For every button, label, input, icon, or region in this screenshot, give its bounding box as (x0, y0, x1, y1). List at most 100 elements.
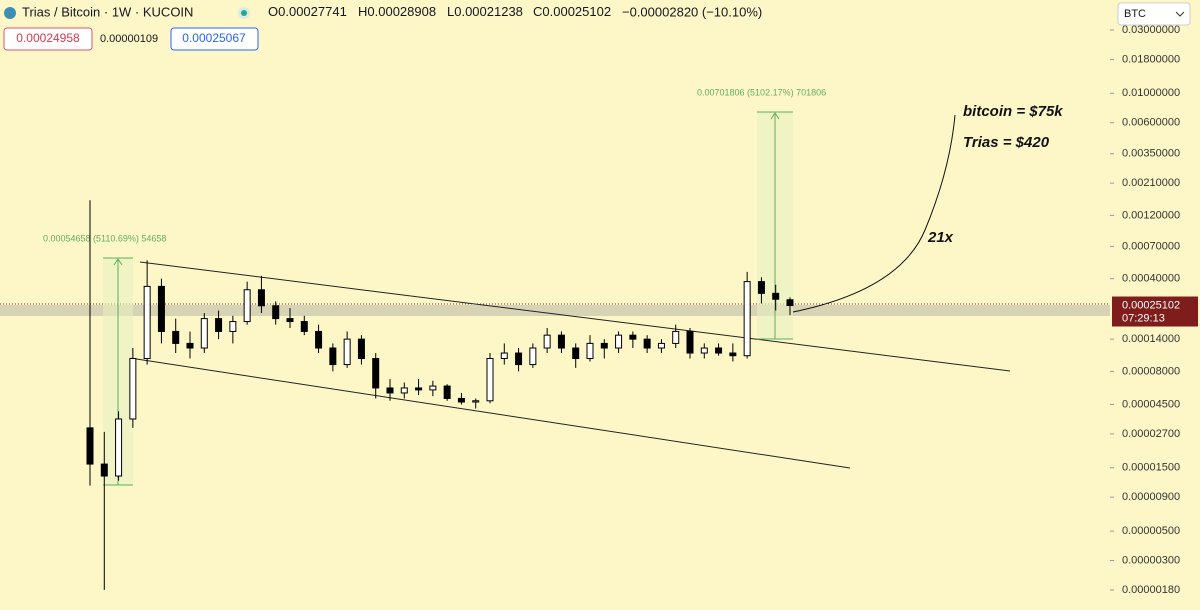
y-tick-label: 0.00014000 (1122, 333, 1180, 345)
status-dot (241, 10, 247, 16)
y-tick-label: 0.03000000 (1122, 24, 1180, 36)
candle-body (329, 347, 337, 366)
y-tick-label: 0.00350000 (1122, 148, 1180, 160)
currency: BTC (1124, 8, 1146, 20)
dropdown-caret (1175, 11, 1185, 17)
ohlc-high: H0.00028908 (358, 4, 436, 19)
candle-body (657, 342, 665, 349)
arrow-head (770, 112, 780, 120)
candle-body (457, 397, 465, 403)
candle-body (600, 342, 608, 349)
ohlc-value: 0.00025102 (542, 4, 611, 19)
y-tick-label: 0.00001500 (1122, 462, 1180, 474)
sell-button[interactable] (3, 27, 93, 51)
ohlc-label: L (447, 4, 454, 19)
candle-body (343, 338, 351, 366)
symbol-title: Trias / Bitcoin · 1W · KUCOIN (22, 4, 193, 19)
candle-body (200, 318, 208, 349)
ohlc-close: C0.00025102 (533, 4, 611, 19)
y-tick-label: 0.00210000 (1122, 177, 1180, 189)
candle-body (772, 292, 780, 300)
change: −0.00002820 (−10.10%) (622, 4, 762, 19)
candle-body (372, 358, 380, 389)
annotation: Trias = $420 (963, 134, 1050, 151)
candle-body (715, 347, 723, 354)
ask-price: 0.00025067 (182, 31, 246, 45)
candle-body (243, 289, 251, 323)
ohlc-value: 0.00021238 (454, 4, 523, 19)
candle-body (100, 463, 108, 477)
arrow-head (113, 258, 123, 266)
candle-body (415, 387, 423, 391)
currency-select[interactable] (1117, 2, 1191, 26)
y-tick-label: 0.00000500 (1122, 525, 1180, 537)
price-tag-value: 0.00025102 (1122, 299, 1180, 311)
buy-button[interactable] (170, 27, 259, 51)
symbol-icon (4, 7, 16, 19)
candle-body (357, 338, 365, 360)
ohlc-value: 0.00027741 (278, 4, 347, 19)
candle-body (229, 321, 237, 332)
candle-body (786, 299, 794, 307)
candle-body (486, 358, 494, 402)
candle-body (615, 334, 623, 349)
candle-body (629, 334, 637, 340)
y-tick-label: 0.00002700 (1122, 428, 1180, 440)
trend-line (139, 261, 1011, 372)
candle-body (500, 352, 508, 360)
ohlc-low: L0.00021238 (447, 4, 523, 19)
candle-body (215, 318, 223, 332)
annotation: 21x (927, 229, 954, 246)
candle-body (529, 347, 537, 366)
candle-body (729, 352, 737, 357)
candle-body (472, 400, 480, 403)
candle-body (743, 281, 751, 357)
candle-body (429, 385, 437, 391)
spread: 0.00000109 (100, 33, 158, 45)
ohlc-value: 0.00028908 (367, 4, 436, 19)
candle-body (186, 342, 194, 349)
ohlc-label: H (358, 4, 367, 19)
candle-body (300, 321, 308, 332)
candle-body (672, 330, 680, 344)
candle-body (315, 330, 323, 349)
candle-body (286, 318, 294, 323)
y-tick-label: 0.01800000 (1122, 53, 1180, 65)
candle-body (115, 418, 123, 477)
candle-body (515, 352, 523, 366)
y-tick-label: 0.00070000 (1122, 240, 1180, 252)
ohlc-label: C (533, 4, 542, 19)
candle-body (86, 427, 94, 465)
price-band (0, 305, 1110, 316)
candle-body (157, 285, 165, 332)
ohlc-open: O0.00027741 (268, 4, 347, 19)
ohlc-label: O (268, 4, 278, 19)
candle-body (586, 342, 594, 360)
y-tick-label: 0.00600000 (1122, 117, 1180, 129)
candle-body (643, 338, 651, 349)
candles (86, 200, 794, 590)
y-tick-label: 0.00008000 (1122, 365, 1180, 377)
measure-label: 0.00701806 (5102.17%) 701806 (697, 87, 826, 97)
candle-body (257, 289, 265, 307)
price-tag-countdown: 07:29:13 (1122, 312, 1165, 324)
bid-price: 0.00024958 (16, 31, 80, 45)
candle-body (129, 358, 137, 420)
y-tick-label: 0.00000300 (1122, 554, 1180, 566)
candle-body (572, 347, 580, 360)
price-axis: 0.03000000 0.01800000 0.01000000 0.00600000… (1110, 24, 1198, 596)
y-tick-label: 0.00000900 (1122, 491, 1180, 503)
measure-label: 0.00054658 (5110.69%) 54658 (43, 233, 166, 243)
candle-body (443, 385, 451, 399)
candle-body (757, 281, 765, 294)
trend-line (129, 357, 851, 469)
price-tag (1112, 296, 1198, 327)
candle-body (557, 334, 565, 349)
projection-curve (792, 114, 956, 313)
candle-body (543, 334, 551, 349)
candle-body (700, 347, 708, 354)
y-tick-label: 0.00000180 (1122, 584, 1180, 596)
annotation: bitcoin = $75k (963, 103, 1063, 120)
candle-body (686, 330, 694, 354)
